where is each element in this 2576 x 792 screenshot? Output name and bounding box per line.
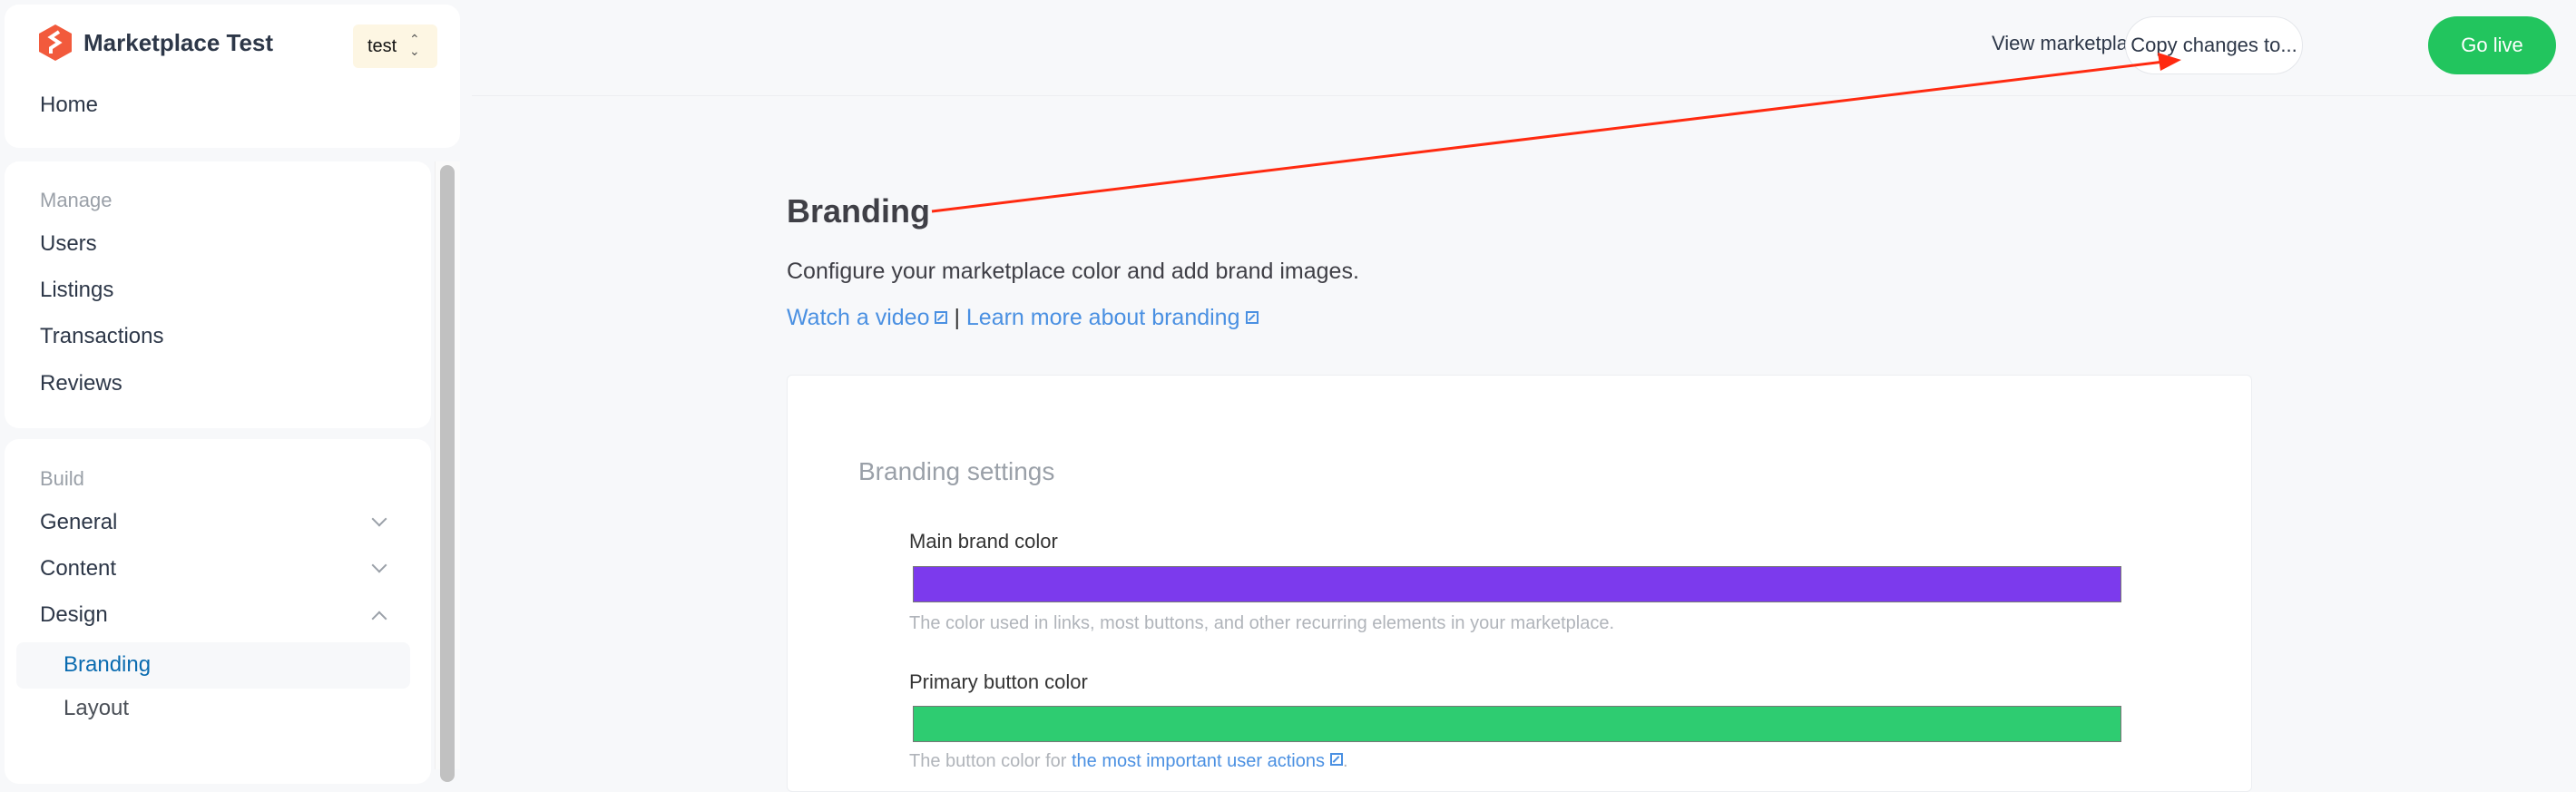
branding-settings-card: Branding settings Main brand color The c… <box>787 375 2252 792</box>
copy-changes-button[interactable]: Copy changes to... <box>2125 16 2303 74</box>
build-heading: Build <box>40 467 84 490</box>
general-label: General <box>40 510 118 534</box>
settings-heading: Branding settings <box>858 457 1055 485</box>
sidebar-item-listings[interactable]: Listings <box>40 278 114 302</box>
main-color-help: The color used in links, most buttons, a… <box>909 613 1615 633</box>
sidebar-item-layout[interactable]: Layout <box>64 696 130 720</box>
page-description: Configure your marketplace color and add… <box>787 259 1359 284</box>
manage-heading: Manage <box>40 189 113 211</box>
content-label: Content <box>40 556 117 581</box>
sidebar-item-reviews[interactable]: Reviews <box>40 371 122 396</box>
sidebar-item-users[interactable]: Users <box>40 231 97 256</box>
important-actions-label: the most important user actions <box>1071 751 1325 771</box>
help-prefix: The button color for <box>909 751 1072 771</box>
design-label: Design <box>40 602 108 627</box>
external-link-icon <box>1245 311 1259 324</box>
help-suffix: . <box>1343 751 1348 771</box>
environment-switcher[interactable]: test ⌃ ⌄ <box>353 24 437 68</box>
sidebar-item-home[interactable]: Home <box>40 93 99 117</box>
branding-label: Branding <box>64 652 152 677</box>
primary-button-color-label: Primary button color <box>909 670 1088 693</box>
primary-button-color-help: The button color for the most important … <box>909 751 1348 772</box>
sidebar-item-branding[interactable]: Branding <box>16 642 410 689</box>
logo-icon <box>39 24 72 61</box>
learn-more-label: Learn more about branding <box>965 305 1240 330</box>
annotation-arrow <box>931 53 2181 213</box>
sidebar-item-design[interactable]: Design <box>40 602 403 631</box>
page-title: Branding <box>787 192 930 230</box>
help-links: Watch a video | Learn more about brandin… <box>787 305 1259 331</box>
learn-more-link[interactable]: Learn more about branding <box>966 305 1259 330</box>
sidebar-build-card: Build General Content Design Branding La… <box>5 439 431 784</box>
primary-button-color-input[interactable] <box>913 706 2121 742</box>
link-separator: | <box>954 305 960 330</box>
sidebar-item-general[interactable]: General <box>40 510 403 539</box>
external-link-icon <box>1330 753 1343 766</box>
main-color-input[interactable] <box>913 566 2121 602</box>
sidebar-item-content[interactable]: Content <box>40 556 403 585</box>
go-live-button[interactable]: Go live <box>2428 16 2556 74</box>
environment-label: test <box>367 36 397 56</box>
app-title: Marketplace Test <box>83 29 274 56</box>
chevron-up-down-icon: ⌃ ⌄ <box>409 32 420 58</box>
sidebar-header-card: Marketplace Test test ⌃ ⌄ Home <box>5 5 460 148</box>
topbar <box>472 0 2576 96</box>
external-link-icon <box>935 311 948 324</box>
sidebar-item-transactions[interactable]: Transactions <box>40 324 164 348</box>
watch-video-label: Watch a video <box>787 305 930 330</box>
watch-video-link[interactable]: Watch a video <box>787 305 948 330</box>
sidebar-scrollbar-thumb[interactable] <box>440 165 455 782</box>
main-color-label: Main brand color <box>909 530 1058 552</box>
view-marketplace-link[interactable]: View marketplace <box>1992 32 2150 54</box>
important-actions-link[interactable]: the most important user actions <box>1072 751 1343 771</box>
sidebar-manage-card: Manage Users Listings Transactions Revie… <box>5 161 431 428</box>
